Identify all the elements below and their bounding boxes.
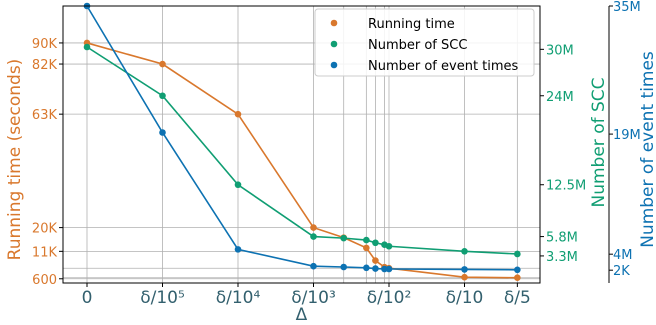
left-axis-label: Running time (seconds) [5,59,25,261]
legend-label: Number of event times [368,59,519,74]
series-line [86,46,518,255]
right-tick-label: 5.8M [546,231,578,246]
legend-label: Number of SCC [368,38,467,53]
data-point [385,242,393,250]
right-tick-label: 24M [546,90,574,105]
left-tick-label: 600 [32,273,57,288]
left-tick-label: 82K [32,58,58,73]
data-point [363,264,370,272]
data-point [234,181,242,189]
right-tick-label: 3.3M [546,250,578,265]
axes: 0 δ/10⁵ δ/10⁴ δ/10³ δ/10² δ/10 δ/5 Δ 600 11K 20K 63… [5,0,656,325]
x-tick-label: δ/10⁵ [140,288,185,308]
series-layer [83,2,521,282]
outer-tick-label: 2K [613,264,630,279]
data-point [461,273,468,281]
x-tick-label: δ/10 [446,288,484,308]
plot-frame [62,5,541,284]
data-point [381,265,388,273]
data-point [363,236,370,244]
data-point [234,246,242,253]
data-point [310,224,317,231]
legend-label: Running time [368,17,455,32]
data-point [514,266,521,274]
data-point [159,92,166,100]
legend-box [314,8,535,77]
data-point [372,257,379,264]
outer-tick-label: 35M [613,0,641,15]
legend-marker [330,19,338,27]
legend-marker [330,61,338,69]
legend-marker [330,40,338,48]
data-point [372,239,379,247]
x-tick-label: δ/10⁴ [216,288,261,308]
right-axis-label: Number of SCC [589,77,609,207]
left-tick-label: 20K [32,222,58,237]
data-point [372,265,379,272]
left-tick-label: 63K [32,108,58,123]
outer-tick-label: 4M [613,248,633,263]
data-point [310,262,317,270]
data-point [461,266,468,273]
data-point [340,234,348,242]
right-tick-label: 30M [546,43,574,58]
left-tick-label: 11K [32,245,58,260]
data-point [385,265,393,273]
right-tick-label: 12.5M [546,179,586,194]
x-tick-label: δ/5 [504,288,531,308]
x-tick-label: δ/10² [367,288,412,308]
data-point [159,60,166,68]
outer-axis-label: Number of event times [638,51,656,248]
legend: Running time Number of SCC Number of event… [314,8,535,77]
series-line [86,42,518,279]
data-point [514,274,521,282]
x-tick-label: 0 [82,288,93,308]
x-tick-label: δ/10³ [291,288,336,308]
data-point [363,244,370,252]
data-point [310,233,317,240]
data-point [159,129,166,136]
x-axis-label: Δ [296,305,308,325]
data-point [340,263,348,271]
data-point [234,110,242,118]
outer-tick-label: 19M [613,128,641,143]
data-point [83,43,91,51]
data-point [514,250,521,258]
left-tick-label: 90K [32,37,58,52]
data-point [461,247,468,255]
